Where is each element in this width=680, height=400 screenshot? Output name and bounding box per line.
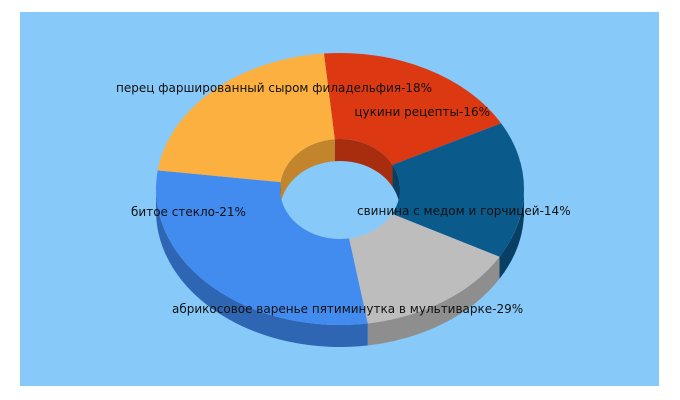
slice-битое-стекло-top xyxy=(157,53,335,183)
slice-перец-фаршированный-сыром-филадельфия-inner-wall xyxy=(334,138,393,187)
chart-panel: перец фаршированный сыром филадельфия-18… xyxy=(20,12,659,386)
slice-цукини-рецепты-inner-wall xyxy=(392,164,400,211)
slice-абрикосовое-варенье-пятиминутка-в-мультиварке-top xyxy=(156,170,368,325)
slice-битое-стекло-inner-wall xyxy=(280,139,335,205)
slice-абрикосовое-варенье-пятиминутка-в-мультиварке-label: абрикосовое варенье пятиминутка в мульти… xyxy=(172,302,523,316)
slice-абрикосовое-варенье-пятиминутка-в-мультиварке-outer-wall xyxy=(156,189,368,347)
donut-depth-layer xyxy=(156,138,524,347)
slice-цукини-рецепты-outer-wall xyxy=(499,189,524,279)
slice-свинина-с-медом-и-горчицей-top xyxy=(349,213,500,324)
slice-labels: перец фаршированный сыром филадельфия-18… xyxy=(116,81,571,316)
slice-цукини-рецепты-label: цукини рецепты-16% xyxy=(354,105,490,119)
slice-свинина-с-медом-и-горчицей-outer-wall xyxy=(367,256,500,346)
slice-битое-стекло-label: битое стекло-21% xyxy=(131,205,246,219)
slice-цукини-рецепты-top xyxy=(392,123,524,257)
slice-перец-фаршированный-сыром-филадельфия-top xyxy=(323,53,502,165)
donut-top-layer xyxy=(156,53,524,325)
slice-свинина-с-медом-и-горчицей-label: свинина с медом и горчицей-14% xyxy=(357,204,571,218)
slice-перец-фаршированный-сыром-филадельфия-label: перец фаршированный сыром филадельфия-18… xyxy=(116,81,432,95)
donut-chart: перец фаршированный сыром филадельфия-18… xyxy=(20,12,659,386)
